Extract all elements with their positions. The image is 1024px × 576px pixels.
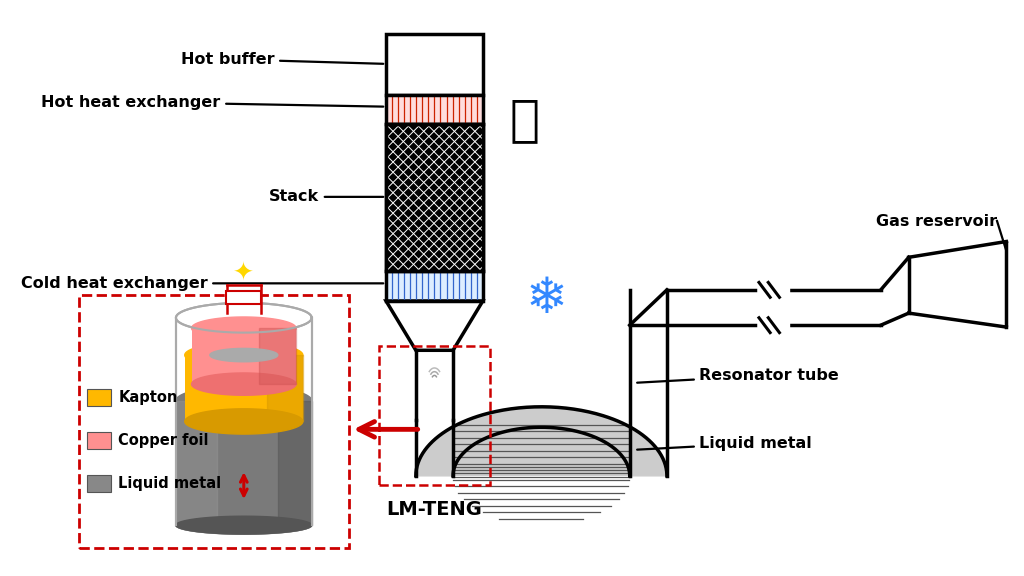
Polygon shape <box>908 241 1007 327</box>
Polygon shape <box>184 409 303 434</box>
Text: Stack: Stack <box>269 190 383 204</box>
Text: Resonator tube: Resonator tube <box>637 368 840 383</box>
Bar <box>386 124 482 271</box>
Polygon shape <box>278 401 311 525</box>
Polygon shape <box>759 282 788 332</box>
Bar <box>386 34 482 94</box>
Polygon shape <box>267 355 303 422</box>
Bar <box>386 271 482 301</box>
Polygon shape <box>386 301 482 350</box>
Text: Liquid metal: Liquid metal <box>118 476 221 491</box>
Text: Hot buffer: Hot buffer <box>181 52 383 67</box>
Bar <box>386 124 482 271</box>
Bar <box>79 294 349 548</box>
Polygon shape <box>176 386 311 415</box>
Bar <box>386 124 482 271</box>
Polygon shape <box>416 407 667 476</box>
Polygon shape <box>259 328 296 384</box>
Bar <box>191 328 296 384</box>
Polygon shape <box>416 407 667 476</box>
Text: 🔥: 🔥 <box>510 97 540 145</box>
Text: Gas reservoir: Gas reservoir <box>876 214 997 229</box>
Bar <box>226 291 261 304</box>
Bar <box>176 401 311 525</box>
Polygon shape <box>453 290 630 420</box>
Bar <box>87 389 111 406</box>
Bar <box>87 475 111 492</box>
Text: Cold heat exchanger: Cold heat exchanger <box>20 276 383 291</box>
Text: Hot heat exchanger: Hot heat exchanger <box>41 94 383 109</box>
Polygon shape <box>210 348 278 362</box>
Text: Copper foil: Copper foil <box>118 433 209 448</box>
Bar <box>453 425 630 476</box>
Text: ❄: ❄ <box>525 275 567 323</box>
Polygon shape <box>184 343 303 367</box>
Bar <box>379 346 490 485</box>
Text: ✦: ✦ <box>233 261 254 285</box>
Polygon shape <box>191 317 296 339</box>
Polygon shape <box>176 516 311 534</box>
Text: LM-TENG: LM-TENG <box>386 500 482 519</box>
Bar <box>386 271 482 301</box>
Text: Liquid metal: Liquid metal <box>637 436 812 451</box>
Bar <box>87 432 111 449</box>
Polygon shape <box>176 516 311 534</box>
Bar <box>386 94 482 124</box>
Bar <box>386 94 482 124</box>
Bar <box>184 355 303 422</box>
Text: Kapton: Kapton <box>118 390 177 406</box>
Polygon shape <box>176 401 217 525</box>
Polygon shape <box>191 373 296 395</box>
